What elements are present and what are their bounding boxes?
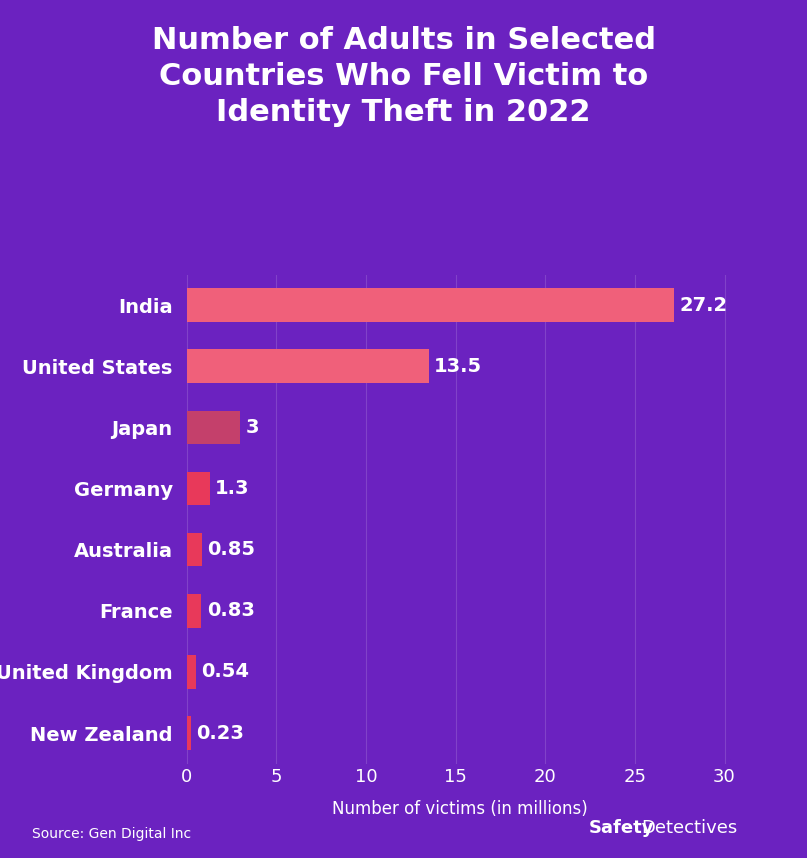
Text: 0.85: 0.85 [207,541,255,559]
Text: 0.83: 0.83 [207,601,255,620]
Bar [186,533,202,566]
Bar [186,594,202,627]
Text: 1.3: 1.3 [215,479,249,498]
Text: Safety: Safety [589,819,654,837]
X-axis label: Number of victims (in millions): Number of victims (in millions) [332,801,587,819]
Bar [186,411,240,444]
Text: 27.2: 27.2 [679,296,728,315]
Text: 0.23: 0.23 [196,723,244,742]
Bar [186,472,210,505]
Text: Number of Adults in Selected
Countries Who Fell Victim to
Identity Theft in 2022: Number of Adults in Selected Countries W… [152,26,655,126]
Text: Detectives: Detectives [642,819,738,837]
Bar [186,288,675,322]
Text: 13.5: 13.5 [434,357,482,376]
Text: 3: 3 [245,418,259,437]
Text: Source: Gen Digital Inc: Source: Gen Digital Inc [32,827,191,841]
Bar [186,716,190,750]
Text: 0.54: 0.54 [202,662,249,681]
Bar [186,656,196,689]
Bar [186,349,429,383]
